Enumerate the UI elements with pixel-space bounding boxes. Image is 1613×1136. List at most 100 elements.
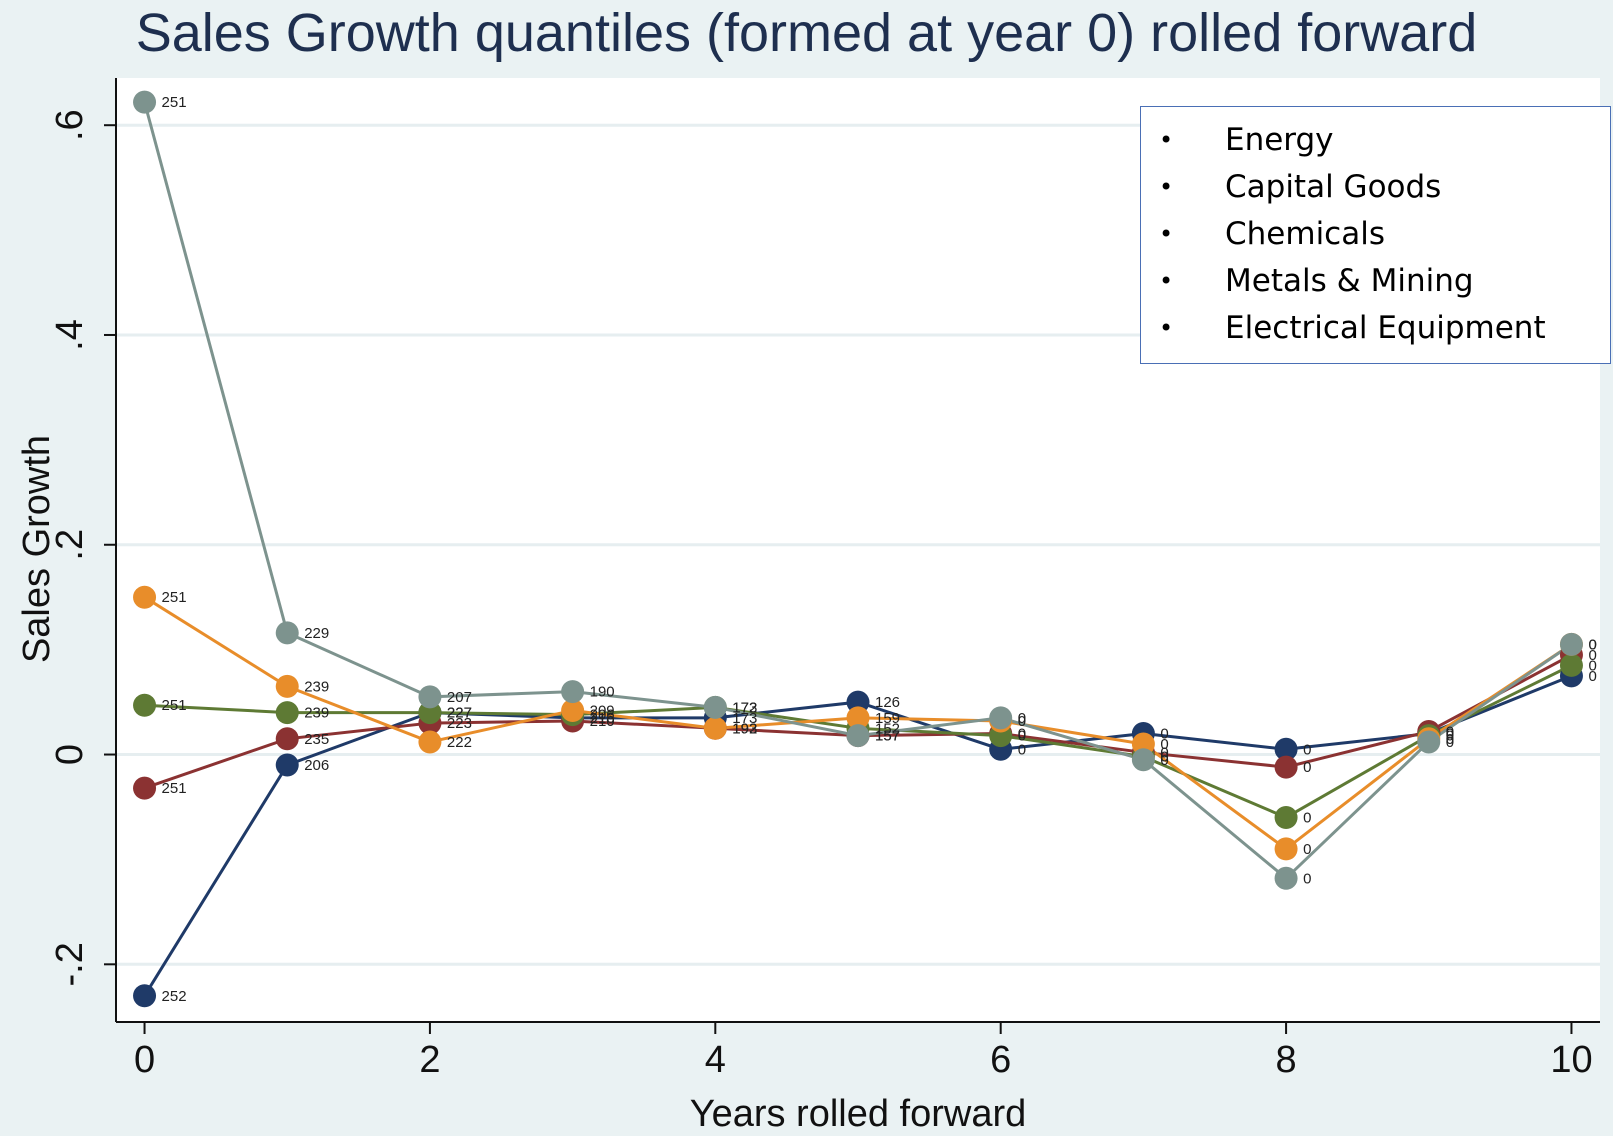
- y-tick-label: .6: [49, 109, 91, 141]
- data-point: [1559, 632, 1583, 656]
- point-label: 222: [447, 734, 472, 751]
- x-tick-label: 2: [419, 1039, 440, 1081]
- point-label: 0: [1018, 728, 1026, 745]
- data-point: [1274, 837, 1298, 861]
- point-label: 206: [590, 707, 615, 724]
- data-point: [418, 685, 442, 709]
- data-point: [561, 680, 585, 704]
- data-point: [133, 585, 157, 609]
- legend-bullet: •: [1159, 314, 1174, 342]
- point-label: 227: [447, 705, 472, 722]
- point-label: 0: [1018, 741, 1026, 758]
- data-point: [275, 701, 299, 725]
- x-axis-title: Years rolled forward: [690, 1093, 1027, 1135]
- legend-label: Metals & Mining: [1225, 263, 1474, 299]
- y-tick-label: 0: [49, 744, 91, 765]
- point-label: 0: [1303, 809, 1311, 826]
- point-label: 0: [1588, 647, 1596, 664]
- data-point: [418, 730, 442, 754]
- series-points: [133, 90, 1583, 1008]
- point-label: 157: [875, 728, 900, 745]
- data-point: [703, 695, 727, 719]
- point-label: 157: [875, 728, 900, 745]
- x-tick-label: 10: [1550, 1039, 1592, 1081]
- data-point: [846, 724, 870, 748]
- data-point: [275, 621, 299, 645]
- point-label: 0: [1446, 723, 1454, 740]
- point-label: 251: [162, 697, 187, 714]
- legend-label: Capital Goods: [1225, 169, 1442, 205]
- point-label: 229: [304, 625, 329, 642]
- legend-item: • Capital Goods: [1141, 164, 1610, 211]
- point-label: 0: [1303, 870, 1311, 887]
- point-label: 152: [875, 720, 900, 737]
- legend-label: Energy: [1225, 122, 1334, 158]
- point-label: 0: [1446, 726, 1454, 743]
- point-label: 227: [447, 705, 472, 722]
- data-point: [133, 693, 157, 717]
- point-label: 223: [447, 715, 472, 732]
- point-label: 0: [1018, 713, 1026, 730]
- point-label: 209: [590, 702, 615, 719]
- data-point: [1131, 732, 1155, 756]
- point-label: 210: [590, 713, 615, 730]
- y-axis-title: Sales Growth: [16, 435, 58, 663]
- point-label: 0: [1446, 728, 1454, 745]
- data-point: [275, 674, 299, 698]
- point-label: 126: [875, 694, 900, 711]
- x-tick-label: 0: [134, 1039, 155, 1081]
- data-point: [561, 698, 585, 722]
- legend-item: • Energy: [1141, 117, 1610, 164]
- y-tick-label: -.2: [49, 942, 91, 986]
- y-tick-label: .2: [49, 529, 91, 561]
- point-label: 0: [1160, 726, 1168, 743]
- point-label: 173: [732, 710, 757, 727]
- point-label: 0: [1588, 636, 1596, 653]
- point-label: 0: [1303, 741, 1311, 758]
- point-label: 193: [732, 720, 757, 737]
- x-tick-label: 8: [1276, 1039, 1297, 1081]
- legend-label: Electrical Equipment: [1225, 310, 1546, 346]
- ticks: -.2 0 .2 .4 .6 0 2 4 6 8 10: [49, 109, 1593, 1081]
- point-label: 235: [304, 731, 329, 748]
- point-label: 0: [1588, 668, 1596, 685]
- point-label: 216: [590, 710, 615, 727]
- legend: • Energy • Capital Goods • Chemicals • Metals &…: [1140, 106, 1611, 364]
- data-point: [1274, 805, 1298, 829]
- point-label: 239: [304, 678, 329, 695]
- legend-bullet: •: [1159, 173, 1174, 201]
- data-point: [1274, 737, 1298, 761]
- data-point: [275, 753, 299, 777]
- legend-bullet: •: [1159, 126, 1174, 154]
- data-point: [1274, 755, 1298, 779]
- data-point: [846, 706, 870, 730]
- point-label: 207: [447, 689, 472, 706]
- data-point: [133, 984, 157, 1008]
- point-label: 0: [1160, 736, 1168, 753]
- point-label: 251: [162, 780, 187, 797]
- point-label: 0: [1303, 759, 1311, 776]
- point-label: 0: [1446, 731, 1454, 748]
- point-label: 252: [162, 988, 187, 1005]
- data-point: [133, 776, 157, 800]
- point-label: 0: [1303, 841, 1311, 858]
- data-point: [418, 701, 442, 725]
- point-label: 172: [732, 699, 757, 716]
- y-tick-label: .4: [49, 319, 91, 351]
- x-tick-label: 6: [990, 1039, 1011, 1081]
- point-label: 173: [732, 699, 757, 716]
- point-label: 251: [162, 94, 187, 111]
- legend-bullet: •: [1159, 220, 1174, 248]
- legend-bullet: •: [1159, 267, 1174, 295]
- data-point: [1417, 730, 1441, 754]
- point-label: 206: [304, 757, 329, 774]
- point-label: 192: [732, 720, 757, 737]
- point-label: 190: [590, 684, 615, 701]
- data-point: [1274, 866, 1298, 890]
- point-label: 0: [1160, 752, 1168, 769]
- point-label: 0: [1160, 749, 1168, 766]
- data-point: [275, 727, 299, 751]
- point-label: 251: [162, 589, 187, 606]
- point-label: 0: [1588, 657, 1596, 674]
